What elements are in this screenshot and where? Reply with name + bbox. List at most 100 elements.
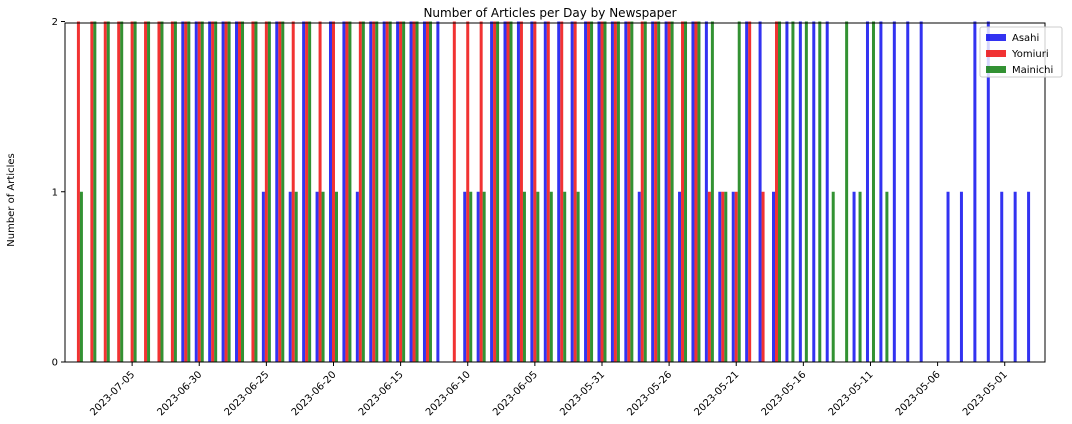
bar-mainichi-11 xyxy=(227,21,231,362)
bar-asahi-56 xyxy=(986,21,990,362)
bar-mainichi-44 xyxy=(697,21,701,362)
bar-asahi-44 xyxy=(798,21,802,362)
bar-yomiuri-39 xyxy=(613,21,617,362)
bar-mainichi-33 xyxy=(549,191,553,362)
bar-asahi-46 xyxy=(825,21,829,362)
bar-mainichi-30 xyxy=(509,21,513,362)
bar-yomiuri-36 xyxy=(573,21,577,362)
bar-mainichi-52 xyxy=(831,191,835,362)
bar-mainichi-22 xyxy=(375,21,379,362)
bar-asahi-15 xyxy=(396,21,400,362)
chart-title: Number of Articles per Day by Newspaper xyxy=(423,6,676,20)
bar-yomiuri-42 xyxy=(654,21,658,362)
bar-mainichi-2 xyxy=(106,21,110,362)
bar-mainichi-24 xyxy=(402,21,406,362)
bar-asahi-30 xyxy=(610,21,614,362)
bar-mainichi-45 xyxy=(710,21,714,362)
bar-asahi-10 xyxy=(328,21,332,362)
bar-asahi-35 xyxy=(678,191,682,362)
bar-yomiuri-28 xyxy=(466,21,470,362)
bar-yomiuri-25 xyxy=(412,21,416,362)
bars-group xyxy=(76,21,1031,362)
bar-asahi-40 xyxy=(745,21,749,362)
bar-mainichi-8 xyxy=(187,21,191,362)
bar-asahi-58 xyxy=(1013,191,1017,362)
bar-yomiuri-32 xyxy=(519,21,523,362)
bar-asahi-50 xyxy=(892,21,896,362)
bar-mainichi-46 xyxy=(724,191,728,362)
y-tick-label-1: 1 xyxy=(52,187,58,198)
bar-asahi-34 xyxy=(664,21,668,362)
bar-asahi-14 xyxy=(382,21,386,362)
bar-asahi-37 xyxy=(704,21,708,362)
bar-mainichi-16 xyxy=(294,191,298,362)
legend-swatch-mainichi xyxy=(986,66,1006,73)
bar-asahi-42 xyxy=(772,191,776,362)
bar-yomiuri-51 xyxy=(775,21,779,362)
bar-mainichi-25 xyxy=(415,21,419,362)
bar-asahi-7 xyxy=(288,191,292,362)
bar-mainichi-13 xyxy=(254,21,258,362)
bar-mainichi-14 xyxy=(267,21,271,362)
bar-asahi-57 xyxy=(1000,191,1004,362)
bar-asahi-2 xyxy=(208,21,212,362)
bar-yomiuri-6 xyxy=(157,21,161,362)
bar-asahi-55 xyxy=(973,21,977,362)
bar-asahi-54 xyxy=(959,191,963,362)
y-tick-label-2: 2 xyxy=(52,17,58,28)
bar-yomiuri-22 xyxy=(372,21,376,362)
bar-mainichi-36 xyxy=(590,21,594,362)
bar-asahi-43 xyxy=(785,21,789,362)
bar-mainichi-49 xyxy=(791,21,795,362)
bar-yomiuri-18 xyxy=(318,21,322,362)
bar-yomiuri-14 xyxy=(264,21,268,362)
bar-yomiuri-30 xyxy=(493,21,497,362)
bar-yomiuri-17 xyxy=(305,21,309,362)
bar-asahi-24 xyxy=(530,21,534,362)
bar-asahi-47 xyxy=(852,191,856,362)
bar-asahi-53 xyxy=(946,191,950,362)
bar-yomiuri-19 xyxy=(331,21,335,362)
bar-yomiuri-46 xyxy=(707,191,711,362)
bar-asahi-39 xyxy=(731,191,735,362)
bar-yomiuri-34 xyxy=(546,21,550,362)
bar-yomiuri-23 xyxy=(385,21,389,362)
y-tick-label-0: 0 xyxy=(52,358,58,369)
bar-asahi-9 xyxy=(315,191,319,362)
bar-mainichi-1 xyxy=(93,21,97,362)
legend-label-mainichi: Mainichi xyxy=(1012,65,1053,76)
bar-asahi-25 xyxy=(543,21,547,362)
bar-mainichi-23 xyxy=(388,21,392,362)
bar-asahi-33 xyxy=(651,21,655,362)
bar-mainichi-43 xyxy=(684,21,688,362)
bar-yomiuri-24 xyxy=(399,21,403,362)
bar-asahi-17 xyxy=(422,21,426,362)
bar-asahi-52 xyxy=(919,21,923,362)
bar-mainichi-50 xyxy=(804,21,808,362)
bar-mainichi-34 xyxy=(563,191,567,362)
bar-asahi-32 xyxy=(637,191,641,362)
bar-mainichi-48 xyxy=(778,21,782,362)
bar-asahi-8 xyxy=(302,21,306,362)
bar-mainichi-38 xyxy=(616,21,620,362)
bar-yomiuri-48 xyxy=(734,191,738,362)
bar-yomiuri-16 xyxy=(291,21,295,362)
bar-mainichi-21 xyxy=(361,21,365,362)
bar-asahi-18 xyxy=(436,21,440,362)
bar-asahi-6 xyxy=(275,21,279,362)
legend-label-asahi: Asahi xyxy=(1012,33,1039,44)
bar-asahi-11 xyxy=(342,21,346,362)
bar-mainichi-35 xyxy=(576,191,580,362)
bar-mainichi-42 xyxy=(670,21,674,362)
bar-asahi-19 xyxy=(463,191,467,362)
bar-asahi-38 xyxy=(718,191,722,362)
bar-yomiuri-4 xyxy=(130,21,134,362)
bar-yomiuri-29 xyxy=(479,21,483,362)
bar-asahi-23 xyxy=(516,21,520,362)
bar-mainichi-27 xyxy=(469,191,473,362)
bar-yomiuri-2 xyxy=(103,21,107,362)
bar-asahi-59 xyxy=(1027,191,1031,362)
bar-yomiuri-35 xyxy=(560,21,564,362)
bar-yomiuri-21 xyxy=(358,21,362,362)
